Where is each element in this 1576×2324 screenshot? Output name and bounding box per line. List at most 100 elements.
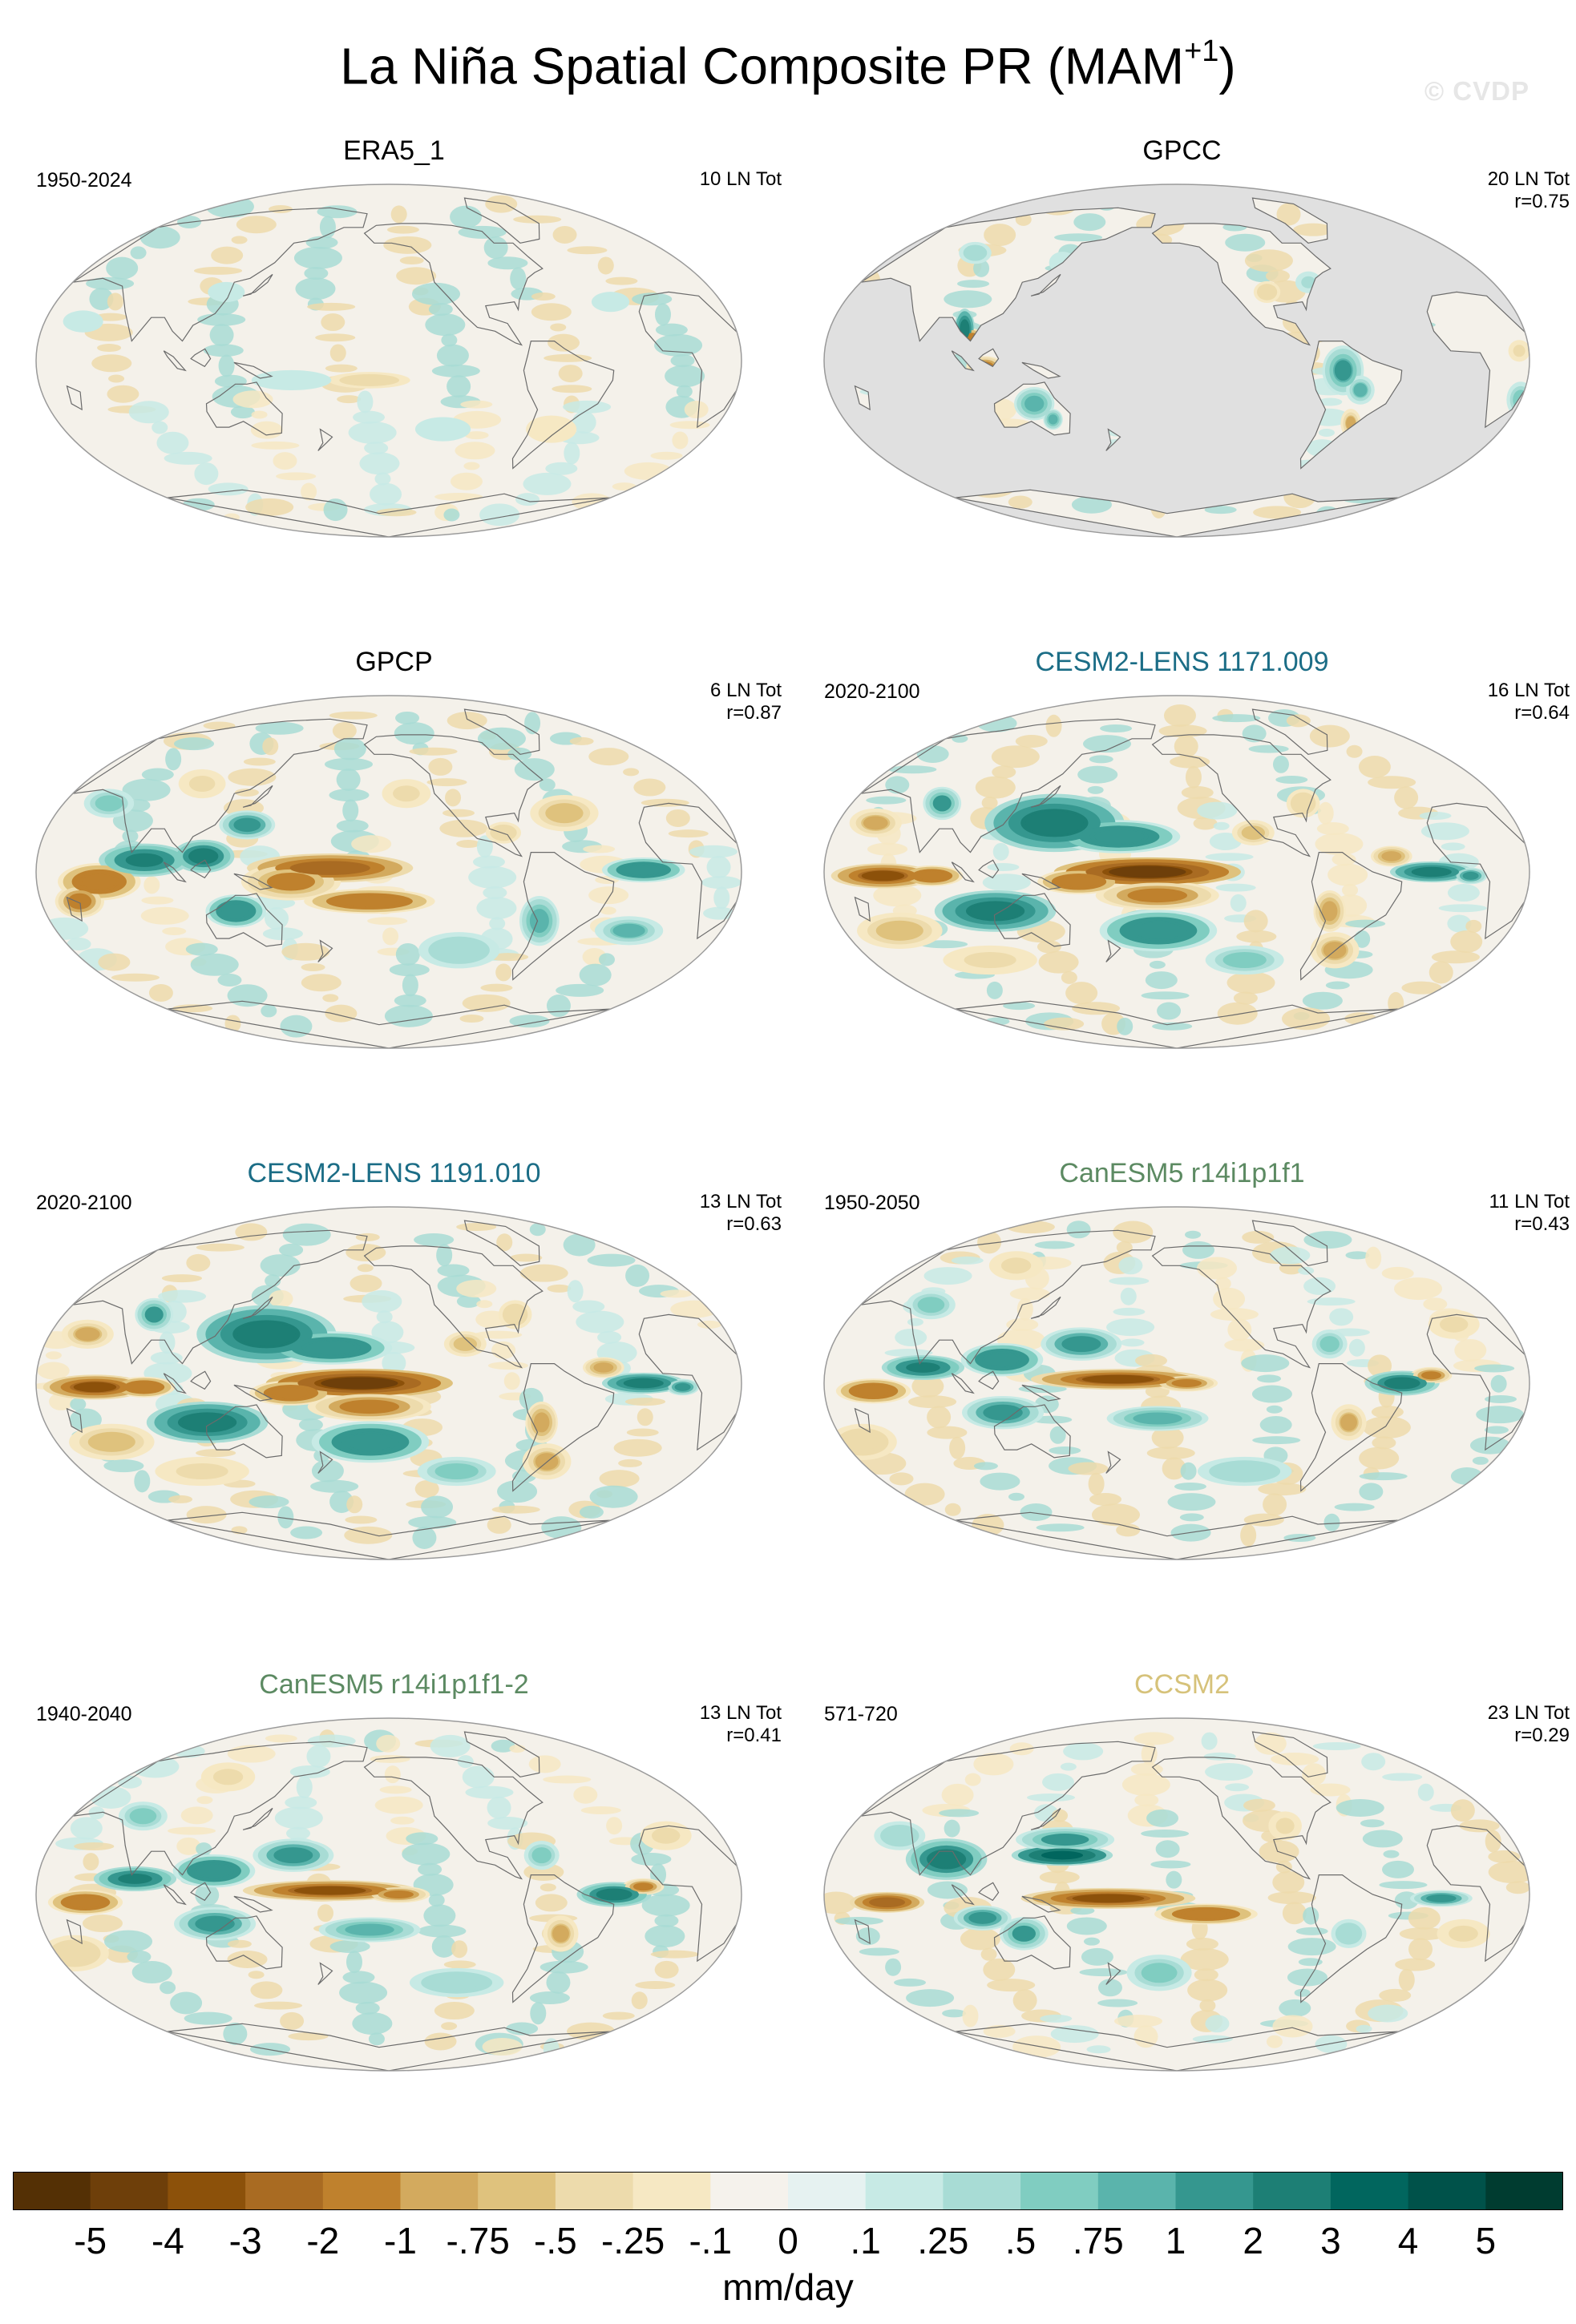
colorbar-swatch — [710, 2172, 789, 2210]
colorbar-swatch — [1020, 2172, 1099, 2210]
colorbar-tick-label: -.5 — [534, 2220, 577, 2261]
pattern-correlation: r=0.64 — [1514, 702, 1570, 724]
map-panel: GPCC 20 LN Tot r=0.75 — [788, 120, 1576, 633]
panel-stats: 6 LN Tot r=0.87 — [710, 680, 782, 724]
colorbar-tick-label: -4 — [151, 2220, 184, 2261]
colorbar-tick-label: 4 — [1397, 2220, 1419, 2261]
colorbar-swatch — [1408, 2172, 1486, 2210]
coastlines — [854, 197, 1530, 537]
pattern-correlation: r=0.75 — [1514, 191, 1570, 212]
map-svg — [35, 1206, 742, 1560]
map-border — [823, 695, 1530, 1049]
panel-title: CESM2-LENS 1191.010 — [247, 1158, 541, 1188]
colorbar-swatch — [478, 2172, 556, 2210]
panel-period: 2020-2100 — [36, 1192, 132, 1214]
colorbar-swatch — [1253, 2172, 1332, 2210]
colorbar-tick-label: .25 — [917, 2220, 969, 2261]
map-border — [35, 184, 742, 538]
map-svg — [823, 184, 1530, 538]
panel-title: CanESM5 r14i1p1f1 — [1059, 1158, 1305, 1188]
pattern-correlation: r=0.63 — [726, 1213, 782, 1235]
map-panel: GPCP 6 LN Tot r=0.87 — [0, 631, 788, 1144]
map-border — [823, 1206, 1530, 1560]
panel-title: GPCC — [1142, 135, 1222, 166]
panel-stats: 11 LN Tot r=0.43 — [1489, 1191, 1570, 1236]
colorbar-tick-label: 2 — [1243, 2220, 1263, 2261]
panel-period: 2020-2100 — [824, 680, 920, 703]
map-svg — [823, 695, 1530, 1049]
colorbar-swatch — [90, 2172, 168, 2210]
coastlines — [854, 1220, 1530, 1559]
panel-stats: 13 LN Tot r=0.41 — [700, 1702, 782, 1747]
panel-title: CanESM5 r14i1p1f1-2 — [259, 1669, 529, 1700]
colorbar-swatch — [1097, 2172, 1176, 2210]
event-count: 16 LN Tot — [1487, 680, 1570, 701]
colorbar-swatch — [943, 2172, 1021, 2210]
colorbar-swatch — [168, 2172, 246, 2210]
figure-title-text: La Niña Spatial Composite PR (MAM — [340, 37, 1185, 95]
pattern-correlation: r=0.29 — [1514, 1725, 1570, 1746]
map-svg — [35, 1717, 742, 2072]
map-border — [823, 184, 1530, 538]
event-count: 11 LN Tot — [1489, 1191, 1570, 1212]
pattern-correlation: r=0.43 — [1514, 1213, 1570, 1235]
panel-stats: 13 LN Tot r=0.63 — [700, 1191, 782, 1236]
event-count: 13 LN Tot — [699, 1702, 782, 1724]
event-count: 6 LN Tot — [710, 680, 782, 701]
panel-title: CESM2-LENS 1171.009 — [1035, 647, 1329, 677]
colorbar-tick-label: -.25 — [600, 2220, 665, 2261]
panel-period: 571-720 — [824, 1703, 898, 1725]
colorbar-swatch — [13, 2172, 91, 2210]
coastlines — [66, 708, 742, 1048]
figure-title-close: ) — [1218, 37, 1236, 95]
panel-stats: 20 LN Tot r=0.75 — [1488, 168, 1570, 213]
colorbar-tick-label: .1 — [850, 2220, 881, 2261]
event-count: 23 LN Tot — [1487, 1702, 1570, 1724]
map-svg — [823, 1206, 1530, 1560]
colorbar-swatch — [632, 2172, 711, 2210]
colorbar-tick-label: -.1 — [689, 2220, 733, 2261]
map-border — [823, 1717, 1530, 2072]
panel-stats: 10 LN Tot — [700, 168, 782, 191]
colorbar-swatch — [865, 2172, 944, 2210]
colorbar-tick-label: -3 — [228, 2220, 262, 2261]
colorbar-swatch — [788, 2172, 867, 2210]
panel-stats: 16 LN Tot r=0.64 — [1488, 680, 1570, 724]
colorbar-swatch — [1485, 2172, 1563, 2210]
panel-title: CCSM2 — [1134, 1669, 1230, 1700]
map-border — [35, 695, 742, 1049]
colorbar-tick-label: -5 — [74, 2220, 107, 2261]
colorbar-tick-label: -1 — [384, 2220, 417, 2261]
cvdp-watermark: © CVDP — [1424, 76, 1530, 106]
panel-stats: 23 LN Tot r=0.29 — [1488, 1702, 1570, 1747]
panel-period: 1940-2040 — [36, 1703, 132, 1725]
map-panel: ERA5_1 1950-2024 10 LN Tot — [0, 120, 788, 633]
panel-title: GPCP — [355, 647, 433, 677]
map-panel: CanESM5 r14i1p1f1-2 1940-2040 13 LN Tot r=0… — [0, 1654, 788, 2167]
colorbar-tick-label: .75 — [1072, 2220, 1124, 2261]
colorbar-swatch — [1330, 2172, 1409, 2210]
panel-title: ERA5_1 — [343, 135, 445, 166]
event-count: 10 LN Tot — [699, 168, 782, 190]
coastlines — [854, 708, 1530, 1048]
panel-period: 1950-2050 — [824, 1192, 920, 1214]
colorbar-tick-label: -.75 — [446, 2220, 510, 2261]
figure-title: La Niña Spatial Composite PR (MAM+1) — [0, 24, 1576, 98]
coastlines — [854, 1731, 1530, 2071]
coastlines — [66, 1220, 742, 1559]
event-count: 20 LN Tot — [1487, 168, 1570, 190]
colorbar-swatch — [400, 2172, 479, 2210]
colorbar — [13, 2172, 1563, 2210]
map-svg — [35, 695, 742, 1049]
colorbar-tick-label: -2 — [306, 2220, 340, 2261]
map-svg — [823, 1717, 1530, 2072]
event-count: 13 LN Tot — [699, 1191, 782, 1212]
map-border — [35, 1206, 742, 1560]
pattern-correlation: r=0.41 — [726, 1725, 782, 1746]
colorbar-swatch — [555, 2172, 634, 2210]
map-panel: CESM2-LENS 1191.010 2020-2100 13 LN Tot r=0… — [0, 1143, 788, 1656]
colorbar-tick-label: 5 — [1475, 2220, 1497, 2261]
colorbar-tick-label: 1 — [1165, 2220, 1186, 2261]
map-svg — [35, 184, 742, 538]
colorbar-tick-label: 3 — [1320, 2220, 1341, 2261]
